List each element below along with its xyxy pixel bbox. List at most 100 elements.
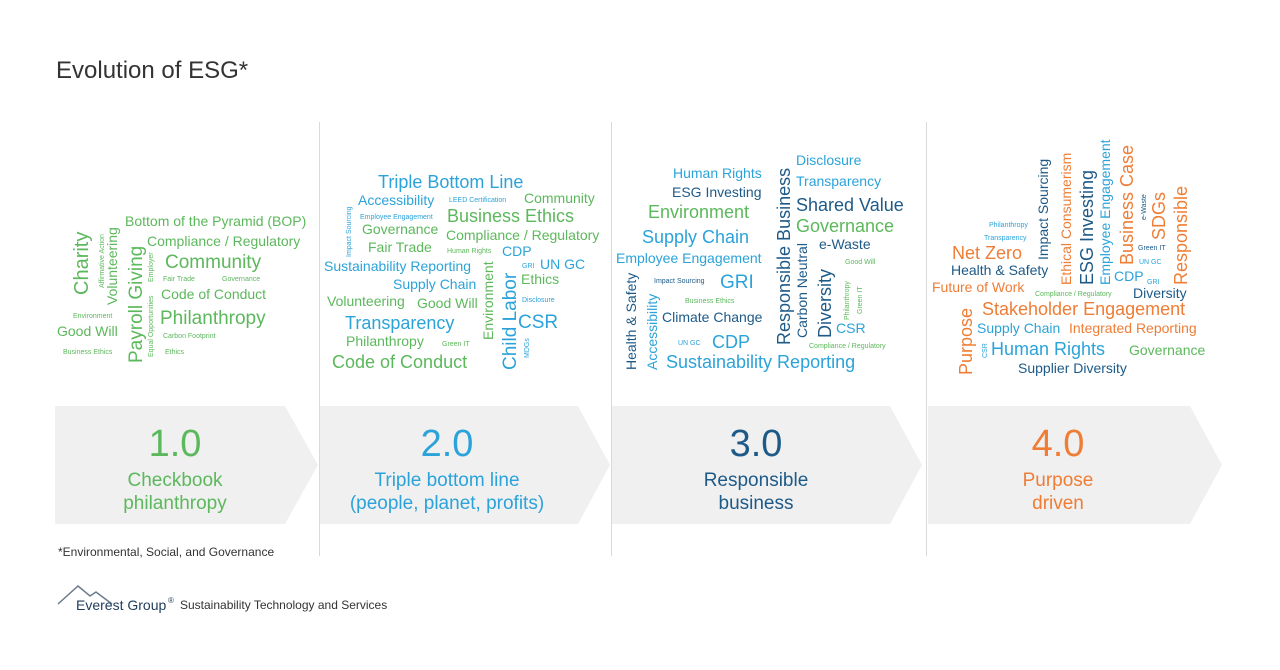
cloud-word: Compliance / Regulatory [1035, 291, 1112, 298]
cloud-word: Business Case [1117, 145, 1137, 265]
cloud-word: Responsible [1171, 186, 1191, 285]
logo-brand: Everest Group [76, 597, 166, 613]
cloud-word: Ethical Consumerism [1058, 153, 1074, 285]
cloud-word: Climate Change [662, 309, 763, 325]
era-version: 2.0 [421, 423, 474, 465]
dividers [319, 122, 927, 556]
cloud-word: Green IT [857, 286, 864, 314]
cloud-word: Child Labor [500, 272, 521, 370]
cloud-word: Environment [648, 202, 749, 222]
cloud-word: Sustainability Reporting [324, 258, 471, 274]
cloud-word: Human Rights [447, 248, 492, 255]
cloud-word: Governance [1129, 342, 1205, 358]
cloud-word: Environment [73, 313, 112, 320]
slide-title: Evolution of ESG* [56, 57, 248, 84]
cloud-word: Business Ethics [685, 298, 735, 305]
era-label: Responsible [704, 470, 809, 491]
era-label: Purpose [1023, 470, 1094, 491]
cloud-word: LEED Certification [449, 197, 506, 204]
cloud-word: Environment [480, 261, 496, 340]
cloud-word: Green IT [1138, 245, 1166, 252]
cloud-word: Ethics [165, 349, 185, 356]
cloud-word: Code of Conduct [332, 352, 467, 372]
cloud-word: Business Ethics [63, 349, 113, 356]
cloud-word: Compliance / Regulatory [446, 227, 599, 243]
cloud-word: Code of Conduct [161, 286, 266, 302]
cloud-word: UN GC [540, 256, 585, 272]
cloud-word: GRI [1147, 279, 1160, 286]
cloud-word: Fair Trade [368, 239, 432, 255]
cloud-word: Health & Safety [951, 262, 1048, 278]
cloud-word: Charity [71, 232, 93, 295]
cloud-word: Integrated Reporting [1069, 320, 1197, 336]
era-label: business [719, 493, 794, 514]
cloud-word: Employee Engagement [616, 250, 762, 266]
cloud-word: CDP [712, 332, 750, 352]
footnote: *Environmental, Social, and Governance [58, 545, 274, 559]
cloud-word: Community [165, 252, 262, 273]
cloud-word: CSR [518, 312, 558, 333]
era-version: 3.0 [730, 423, 783, 465]
cloud-word: Transparency [796, 173, 881, 189]
cloud-word: Good Will [845, 259, 876, 266]
cloud-word: Philanthropy [160, 308, 266, 329]
cloud-word: Bottom of the Pyramid (BOP) [125, 213, 306, 229]
cloud-word: Supply Chain [642, 227, 749, 247]
cloud-word: Impact Sourcing [654, 278, 705, 285]
cloud-word: Green IT [442, 341, 470, 348]
cloud-word: Philanthropy [989, 222, 1028, 229]
era-label: Triple bottom line [374, 470, 519, 491]
cloud-word: Health & Safety [623, 273, 639, 370]
era-label: driven [1032, 493, 1084, 514]
cloud-word: CSR [982, 343, 989, 358]
cloud-word: Supply Chain [393, 276, 476, 292]
era-label: Checkbook [127, 470, 223, 491]
cloud-word: Diversity [1133, 285, 1187, 301]
cloud-word: ESG Investing [672, 184, 762, 200]
cloud-word: Employee Engagement [1097, 139, 1113, 285]
cloud-word: Good Will [57, 323, 118, 339]
logo: Everest Group ® Sustainability Technolog… [57, 585, 387, 613]
cloud-word: Compliance / Regulatory [147, 233, 300, 249]
cloud-word: Accessibility [358, 192, 434, 208]
cloud-word: CDP [502, 243, 532, 259]
cloud-word: MDGs [524, 338, 531, 358]
cloud-word: e-Waste [819, 236, 871, 252]
cloud-word: Payroll Giving [126, 246, 147, 363]
cloud-word: Carbon Footprint [163, 333, 216, 340]
cloud-word: Impact Sourcing [346, 206, 353, 257]
logo-registered: ® [168, 596, 174, 605]
cloud-word: Purpose [956, 308, 976, 375]
cloud-word: Equal Opportunities [148, 295, 155, 357]
cloud-word: Employer [148, 252, 155, 282]
cloud-word: GRI [720, 272, 754, 293]
cloud-word: Supplier Diversity [1018, 360, 1127, 376]
cloud-word: Good Will [417, 295, 478, 311]
chevrons [55, 406, 1222, 524]
logo-tagline: Sustainability Technology and Services [180, 598, 387, 612]
cloud-word: Disclosure [796, 152, 862, 168]
cloud-word: Volunteering [327, 293, 405, 309]
cloud-word: Diversity [815, 269, 835, 338]
cloud-word: Accessibility [644, 294, 660, 370]
cloud-word: CDP [1114, 268, 1144, 284]
cloud-word: Future of Work [932, 279, 1025, 295]
cloud-word: Stakeholder Engagement [982, 299, 1185, 319]
cloud-word: Sustainability Reporting [666, 352, 855, 372]
cloud-word: Affirmative Action [99, 234, 106, 288]
cloud-word: e-Waste [1141, 194, 1148, 220]
cloud-word: Philanthropy [346, 333, 424, 349]
cloud-word: Ethics [521, 271, 559, 287]
cloud-word: Transparency [984, 235, 1027, 242]
cloud-word: Philanthropy [844, 281, 851, 320]
cloud-word: CSR [836, 320, 866, 336]
cloud-word: SDGs [1149, 192, 1169, 240]
era-version: 4.0 [1032, 423, 1085, 465]
cloud-word: Business Ethics [447, 206, 574, 226]
cloud-word: Impact Sourcing [1035, 159, 1051, 260]
cloud-word: Volunteering [104, 227, 120, 305]
cloud-word: Shared Value [796, 195, 904, 215]
cloud-word: UN GC [678, 340, 701, 347]
cloud-word: Compliance / Regulatory [809, 343, 886, 350]
cloud-word: GRI [522, 263, 535, 270]
